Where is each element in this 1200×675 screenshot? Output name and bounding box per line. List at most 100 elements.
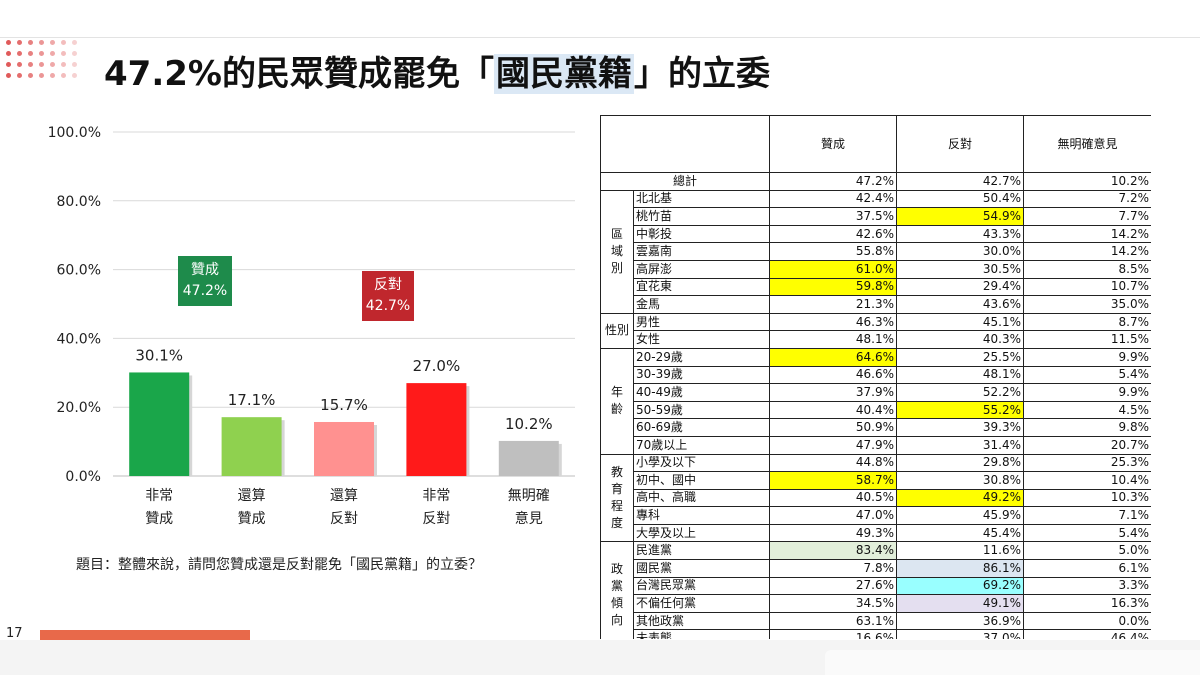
y-tick-label: 20.0% [57, 400, 101, 416]
table-cell: 7.7% [1023, 207, 1151, 226]
table-cell: 5.4% [1023, 523, 1151, 543]
dot [39, 62, 44, 67]
annotation-text: 42.7% [366, 298, 410, 314]
row-label: 宜花東 [633, 277, 770, 297]
bar [221, 417, 282, 476]
bar-chart: 0.0%20.0%40.0%60.0%80.0%100.0%30.1%非常贊成1… [48, 125, 575, 527]
table-row: 高屏澎 61.0% 30.5% 8.5% [601, 259, 1151, 279]
x-category-label: 非常 [422, 488, 450, 504]
dot [6, 40, 11, 45]
table-cell: 42.7% [896, 172, 1024, 191]
table-cell: 37.9% [769, 383, 897, 402]
x-category-label: 非常 [145, 488, 173, 504]
dot [39, 73, 44, 78]
row-label: 30-39歲 [633, 365, 770, 385]
table-row: 年齡 20-29歲 64.6% 25.5% 9.9% [600, 347, 1151, 455]
table-row: 中彰投 42.6% 43.3% 14.2% [601, 224, 1151, 244]
table-row: 性別 男性 46.3% 45.1% 8.7% [600, 312, 1151, 349]
dot [50, 51, 55, 56]
table-row: 桃竹苗 37.5% 54.9% 7.7% [601, 207, 1151, 226]
dot [17, 40, 22, 45]
bar-value-label: 10.2% [505, 415, 553, 433]
table-cell: 10.2% [1023, 172, 1151, 191]
table-cell: 4.5% [1023, 400, 1151, 420]
table-cell: 58.7% [769, 471, 897, 490]
dot [17, 62, 22, 67]
table-cell: 49.1% [896, 594, 1024, 613]
row-label: 高中、高職 [633, 488, 770, 508]
table-cell: 61.0% [769, 259, 897, 279]
dot [6, 73, 11, 78]
table-cell: 8.5% [1023, 259, 1151, 279]
table-row: 50-59歲 40.4% 55.2% 4.5% [601, 400, 1151, 420]
table-row: 金馬 21.3% 43.6% 35.0% [601, 295, 1151, 314]
dot [28, 62, 33, 67]
dot [72, 51, 77, 56]
table-row: 專科 47.0% 45.9% 7.1% [601, 506, 1151, 525]
table-cell: 7.1% [1023, 506, 1151, 525]
table-cell: 34.5% [769, 594, 897, 613]
table-cell: 5.0% [1023, 541, 1151, 561]
table-cell: 37.0% [896, 629, 1024, 639]
table-cell: 14.2% [1023, 242, 1151, 261]
table-cell: 11.5% [1023, 330, 1151, 349]
table-cell: 14.2% [1023, 224, 1151, 244]
dot [39, 51, 44, 56]
table-cell: 49.3% [769, 523, 897, 543]
annotation-text: 反對 [374, 277, 402, 293]
x-category-label: 反對 [330, 511, 358, 527]
page-number: 17 [6, 626, 23, 641]
table-header-row: 贊成 反對 無明確意見 [600, 115, 1151, 173]
table-cell: 55.2% [896, 400, 1024, 420]
row-label: 台灣民眾黨 [633, 576, 770, 596]
row-label: 大學及以上 [633, 523, 770, 543]
table-cell: 86.1% [896, 559, 1024, 578]
table-cell: 3.3% [1023, 576, 1151, 596]
table-cell: 40.5% [769, 488, 897, 508]
crosstab-table-wrapper: 贊成 反對 無明確意見 總計 47.2% 42.7% 10.2% 區域別 北北基 42.4%… [600, 115, 1151, 639]
annotation-text: 贊成 [191, 262, 219, 278]
table-cell: 45.9% [896, 506, 1024, 525]
table-cell: 27.6% [769, 576, 897, 596]
table-cell: 46.6% [769, 365, 897, 385]
table-cell: 5.4% [1023, 365, 1151, 385]
row-label: 不偏任何黨 [633, 594, 770, 613]
row-label: 40-49歲 [633, 383, 770, 402]
group-label: 區域別 [600, 189, 634, 314]
decorative-dots [6, 40, 96, 82]
group-label: 教育程度 [600, 453, 634, 543]
table-cell: 46.3% [769, 312, 897, 332]
table-row: 國民黨 7.8% 86.1% 6.1% [601, 559, 1151, 578]
group-label: 性別 [600, 312, 634, 349]
table-cell: 35.0% [1023, 295, 1151, 314]
table-cell: 43.6% [896, 295, 1024, 314]
table-cell: 30.8% [896, 471, 1024, 490]
table-row: 宜花東 59.8% 29.4% 10.7% [601, 277, 1151, 297]
table-row: 台灣民眾黨 27.6% 69.2% 3.3% [601, 576, 1151, 596]
table-cell: 59.8% [769, 277, 897, 297]
y-tick-label: 100.0% [48, 125, 101, 141]
table-cell: 16.3% [1023, 594, 1151, 613]
top-divider [0, 37, 1200, 38]
row-label: 男性 [633, 312, 770, 332]
table-row: 未表態 16.6% 37.0% 46.4% [601, 629, 1151, 639]
row-label: 小學及以下 [633, 453, 770, 473]
bar [406, 383, 467, 476]
table-cell: 44.8% [769, 453, 897, 473]
bar-value-label: 17.1% [228, 391, 276, 409]
x-category-label: 無明確 [508, 488, 550, 504]
header-approve: 贊成 [769, 115, 897, 173]
table-cell: 45.1% [896, 312, 1024, 332]
row-label: 桃竹苗 [633, 207, 770, 226]
table-cell: 9.9% [1023, 347, 1151, 367]
table-cell: 47.9% [769, 435, 897, 455]
table-cell: 54.9% [896, 207, 1024, 226]
x-category-label: 還算 [238, 488, 266, 504]
crosstab-table: 贊成 反對 無明確意見 總計 47.2% 42.7% 10.2% 區域別 北北基 42.4%… [600, 115, 1151, 639]
row-label: 70歲以上 [633, 435, 770, 455]
table-cell: 10.4% [1023, 471, 1151, 490]
table-cell: 43.3% [896, 224, 1024, 244]
group-label: 年齡 [600, 347, 634, 455]
dot [50, 40, 55, 45]
row-label: 60-69歲 [633, 418, 770, 437]
